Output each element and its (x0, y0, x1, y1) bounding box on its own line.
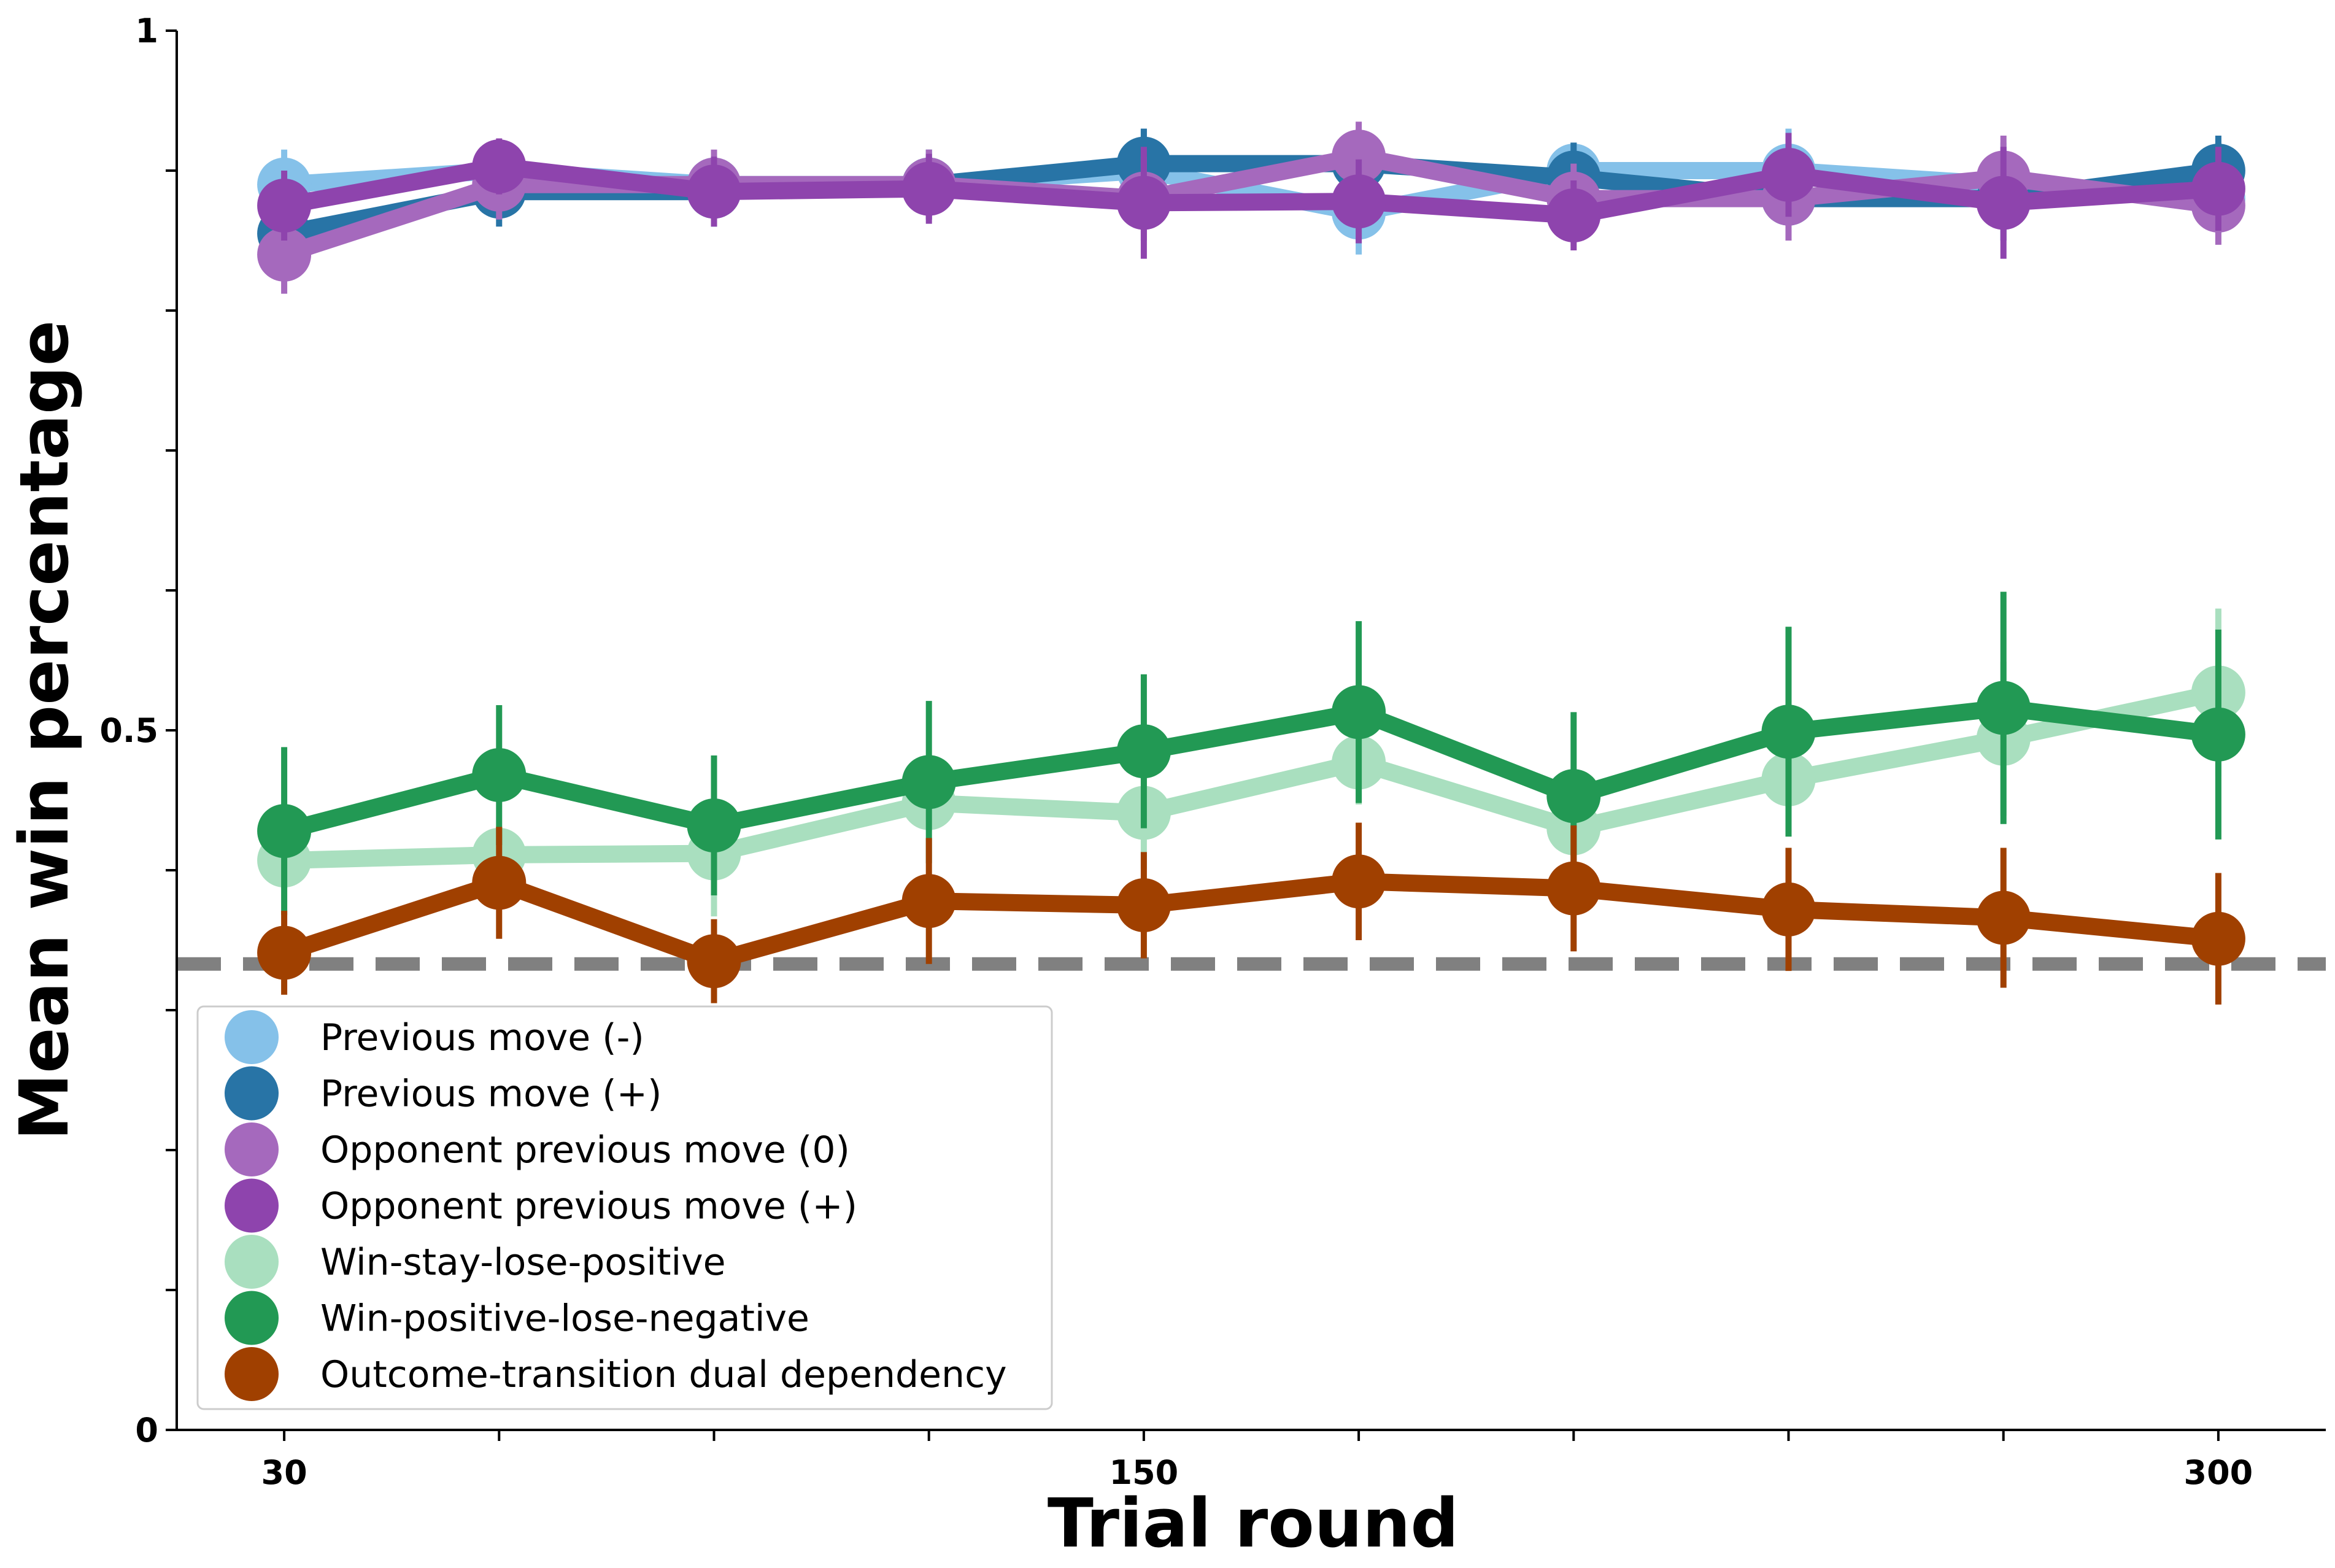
data-point (2191, 161, 2245, 216)
data-point (257, 227, 312, 282)
y-axis-title: Mean win percentage (5, 320, 83, 1141)
series-line (276, 684, 2227, 870)
data-point (1332, 129, 1386, 184)
data-point (1976, 176, 2031, 230)
legend-label: Previous move (+) (320, 1073, 662, 1116)
data-point (687, 164, 741, 219)
series-5 (257, 608, 2245, 917)
data-point (901, 755, 956, 809)
series-6 (257, 592, 2245, 915)
legend-marker (225, 1235, 279, 1289)
series-line (276, 158, 2227, 224)
data-point (1761, 147, 1816, 202)
legend-frame (196, 1005, 1053, 1410)
series-4 (257, 133, 2245, 259)
data-point (472, 139, 527, 194)
data-point (1761, 882, 1816, 937)
data-point (257, 925, 312, 980)
legend-label: Win-positive-lose-negative (320, 1297, 809, 1340)
data-point (901, 874, 956, 929)
legend-label: Opponent previous move (+) (320, 1185, 857, 1228)
data-point (1546, 769, 1601, 824)
data-point (472, 855, 527, 910)
legend-marker (225, 1178, 279, 1233)
legend-marker (225, 1122, 279, 1176)
x-tick-label: 300 (2184, 1453, 2253, 1492)
data-point (1976, 681, 2031, 735)
legend-label: Win-stay-lose-positive (320, 1241, 726, 1284)
x-tick-label: 30 (261, 1453, 307, 1492)
data-point (1116, 878, 1171, 932)
series-line (276, 873, 2227, 970)
legend-marker (225, 1010, 279, 1064)
data-point (1546, 188, 1601, 242)
legend-label: Opponent previous move (0) (320, 1129, 850, 1172)
x-axis-title: Trial round (1048, 1484, 1459, 1562)
legend: Previous move (-) Previous move (+) Oppone… (196, 1005, 1053, 1410)
x-tick-label: 150 (1110, 1453, 1179, 1492)
data-point (1116, 724, 1171, 779)
legend-label: Outcome-transition dual dependency (320, 1353, 1007, 1396)
data-point (2191, 707, 2245, 762)
data-point (901, 161, 956, 216)
legend-label: Previous move (-) (320, 1016, 644, 1059)
data-point (2191, 911, 2245, 966)
y-tick-label: 0.5 (99, 711, 158, 750)
data-point (257, 804, 312, 859)
series-7 (257, 822, 2245, 1005)
data-point (1332, 854, 1386, 909)
data-point (1761, 705, 1816, 759)
data-point (1332, 174, 1386, 229)
y-tick-label: 0 (135, 1411, 158, 1450)
y-tick-label: 1 (135, 12, 158, 50)
data-point (1332, 685, 1386, 740)
data-point (687, 934, 741, 989)
series-line (276, 699, 2227, 840)
series-layer (257, 122, 2245, 1005)
ticks-layer: 30 150 300 0 0.5 1 (99, 12, 2253, 1492)
data-point (472, 747, 527, 802)
data-point (257, 179, 312, 233)
data-point (1976, 890, 2031, 945)
data-point (1546, 861, 1601, 916)
data-point (1116, 176, 1171, 230)
legend-marker (225, 1066, 279, 1121)
legend-marker (225, 1291, 279, 1345)
legend-marker (225, 1347, 279, 1401)
data-point (687, 798, 741, 853)
